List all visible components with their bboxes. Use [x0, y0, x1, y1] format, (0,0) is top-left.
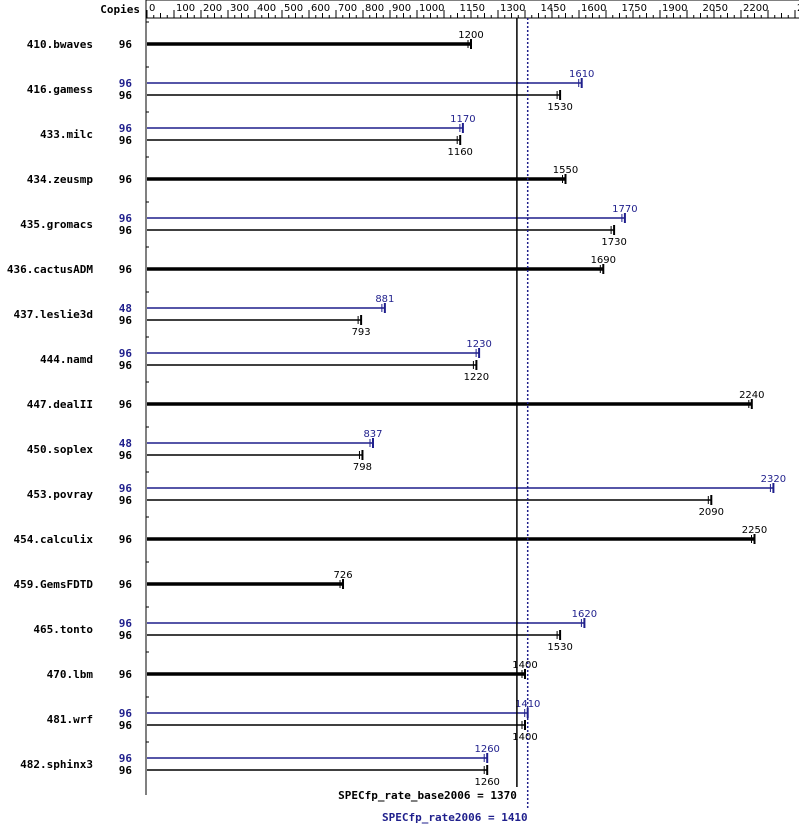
- copies-header: Copies: [100, 3, 140, 16]
- x-axis-ticks: 0 100 200 300 400 500 600 700 800 900 1000 1150 1300…: [146, 3, 799, 18]
- benchmark-label: 450.soplex: [27, 443, 94, 456]
- peak-copies: 48: [119, 437, 132, 450]
- base-value-label: 1530: [547, 642, 572, 653]
- base-value-label: 2250: [742, 525, 767, 536]
- benchmark-label: 416.gamess: [27, 83, 93, 96]
- base-copies: 96: [119, 494, 133, 507]
- base-copies: 96: [119, 359, 133, 372]
- base-copies: 96: [119, 89, 133, 102]
- benchmark-label: 437.leslie3d: [14, 308, 93, 321]
- benchmark-label: 465.tonto: [33, 623, 93, 636]
- base-value-label: 1260: [474, 777, 499, 788]
- tick-label: 0: [149, 3, 155, 14]
- base-copies: 96: [119, 38, 133, 51]
- tick-label: 400: [257, 3, 276, 14]
- peak-copies: 96: [119, 347, 133, 360]
- benchmark-label: 453.povray: [27, 488, 94, 501]
- tick-label: 1300: [500, 3, 525, 14]
- benchmark-label: 459.GemsFDTD: [14, 578, 94, 591]
- peak-value-label: 837: [363, 429, 382, 440]
- tick-label: 900: [392, 3, 411, 14]
- base-value-label: 1400: [512, 660, 537, 671]
- base-value-label: 2090: [699, 507, 724, 518]
- tick-label: 1750: [622, 3, 647, 14]
- tick-label: 1450: [541, 3, 566, 14]
- base-copies: 96: [119, 224, 133, 237]
- tick-label: 1000: [419, 3, 444, 14]
- tick-label: 300: [230, 3, 249, 14]
- benchmark-label: 454.calculix: [14, 533, 94, 546]
- peak-copies: 96: [119, 482, 133, 495]
- reference-lines: SPECfp_rate_base2006 = 1370 SPECfp_rate20…: [338, 18, 529, 824]
- base-value-label: 798: [353, 462, 372, 473]
- peak-value-label: 1620: [572, 609, 597, 620]
- tick-label: 1900: [662, 3, 687, 14]
- benchmark-label: 436.cactusADM: [7, 263, 93, 276]
- base-reference-label: SPECfp_rate_base2006 = 1370: [338, 789, 517, 802]
- peak-copies: 96: [119, 122, 133, 135]
- benchmark-label: 447.dealII: [27, 398, 93, 411]
- base-copies: 96: [119, 668, 133, 681]
- base-copies: 96: [119, 764, 133, 777]
- tick-label: 500: [284, 3, 303, 14]
- base-value-label: 793: [352, 327, 371, 338]
- tick-label: 2200: [743, 3, 768, 14]
- peak-value-label: 881: [375, 294, 394, 305]
- base-copies: 96: [119, 314, 133, 327]
- peak-copies: 96: [119, 707, 133, 720]
- base-value-label: 1550: [553, 165, 578, 176]
- base-value-label: 1530: [547, 102, 572, 113]
- benchmark-label: 481.wrf: [47, 713, 93, 726]
- tick-label: 800: [365, 3, 384, 14]
- base-value-label: 1200: [458, 30, 483, 41]
- peak-value-label: 1230: [466, 339, 491, 350]
- tick-label: 200: [203, 3, 222, 14]
- benchmark-label: 410.bwaves: [27, 38, 93, 51]
- peak-value-label: 1410: [515, 699, 540, 710]
- base-copies: 96: [119, 398, 133, 411]
- base-copies: 96: [119, 578, 133, 591]
- peak-reference-label: SPECfp_rate2006 = 1410: [382, 811, 528, 824]
- base-value-label: 1160: [447, 147, 472, 158]
- base-copies: 96: [119, 449, 133, 462]
- peak-copies: 96: [119, 752, 133, 765]
- base-value-label: 1400: [512, 732, 537, 743]
- base-copies: 96: [119, 173, 133, 186]
- peak-value-label: 1770: [612, 204, 637, 215]
- peak-copies: 96: [119, 617, 133, 630]
- tick-label: 2050: [703, 3, 728, 14]
- base-value-label: 1220: [464, 372, 489, 383]
- base-value-label: 1690: [591, 255, 616, 266]
- base-copies: 96: [119, 533, 133, 546]
- tick-label: 1600: [581, 3, 606, 14]
- benchmark-label: 433.milc: [40, 128, 93, 141]
- benchmark-label: 470.lbm: [47, 668, 94, 681]
- peak-copies: 96: [119, 212, 133, 225]
- tick-label: 600: [311, 3, 330, 14]
- base-value-label: 1730: [601, 237, 626, 248]
- tick-label: 1150: [460, 3, 485, 14]
- benchmark-label: 482.sphinx3: [20, 758, 93, 771]
- peak-value-label: 1260: [474, 744, 499, 755]
- base-value-label: 2240: [739, 390, 764, 401]
- peak-copies: 48: [119, 302, 132, 315]
- peak-value-label: 1170: [450, 114, 475, 125]
- base-copies: 96: [119, 134, 133, 147]
- base-copies: 96: [119, 263, 133, 276]
- peak-copies: 96: [119, 77, 133, 90]
- base-copies: 96: [119, 719, 133, 732]
- benchmark-rows: 410.bwaves 96 1200 416.gamess 96 1610 96 1530 43…: [7, 21, 786, 788]
- peak-value-label: 2320: [761, 474, 786, 485]
- tick-label: 2400: [797, 3, 799, 14]
- benchmark-label: 444.namd: [40, 353, 93, 366]
- base-value-label: 726: [333, 570, 352, 581]
- tick-label: 100: [176, 3, 195, 14]
- base-copies: 96: [119, 629, 133, 642]
- benchmark-label: 435.gromacs: [20, 218, 93, 231]
- peak-value-label: 1610: [569, 69, 594, 80]
- tick-label: 700: [338, 3, 357, 14]
- benchmark-label: 434.zeusmp: [27, 173, 94, 186]
